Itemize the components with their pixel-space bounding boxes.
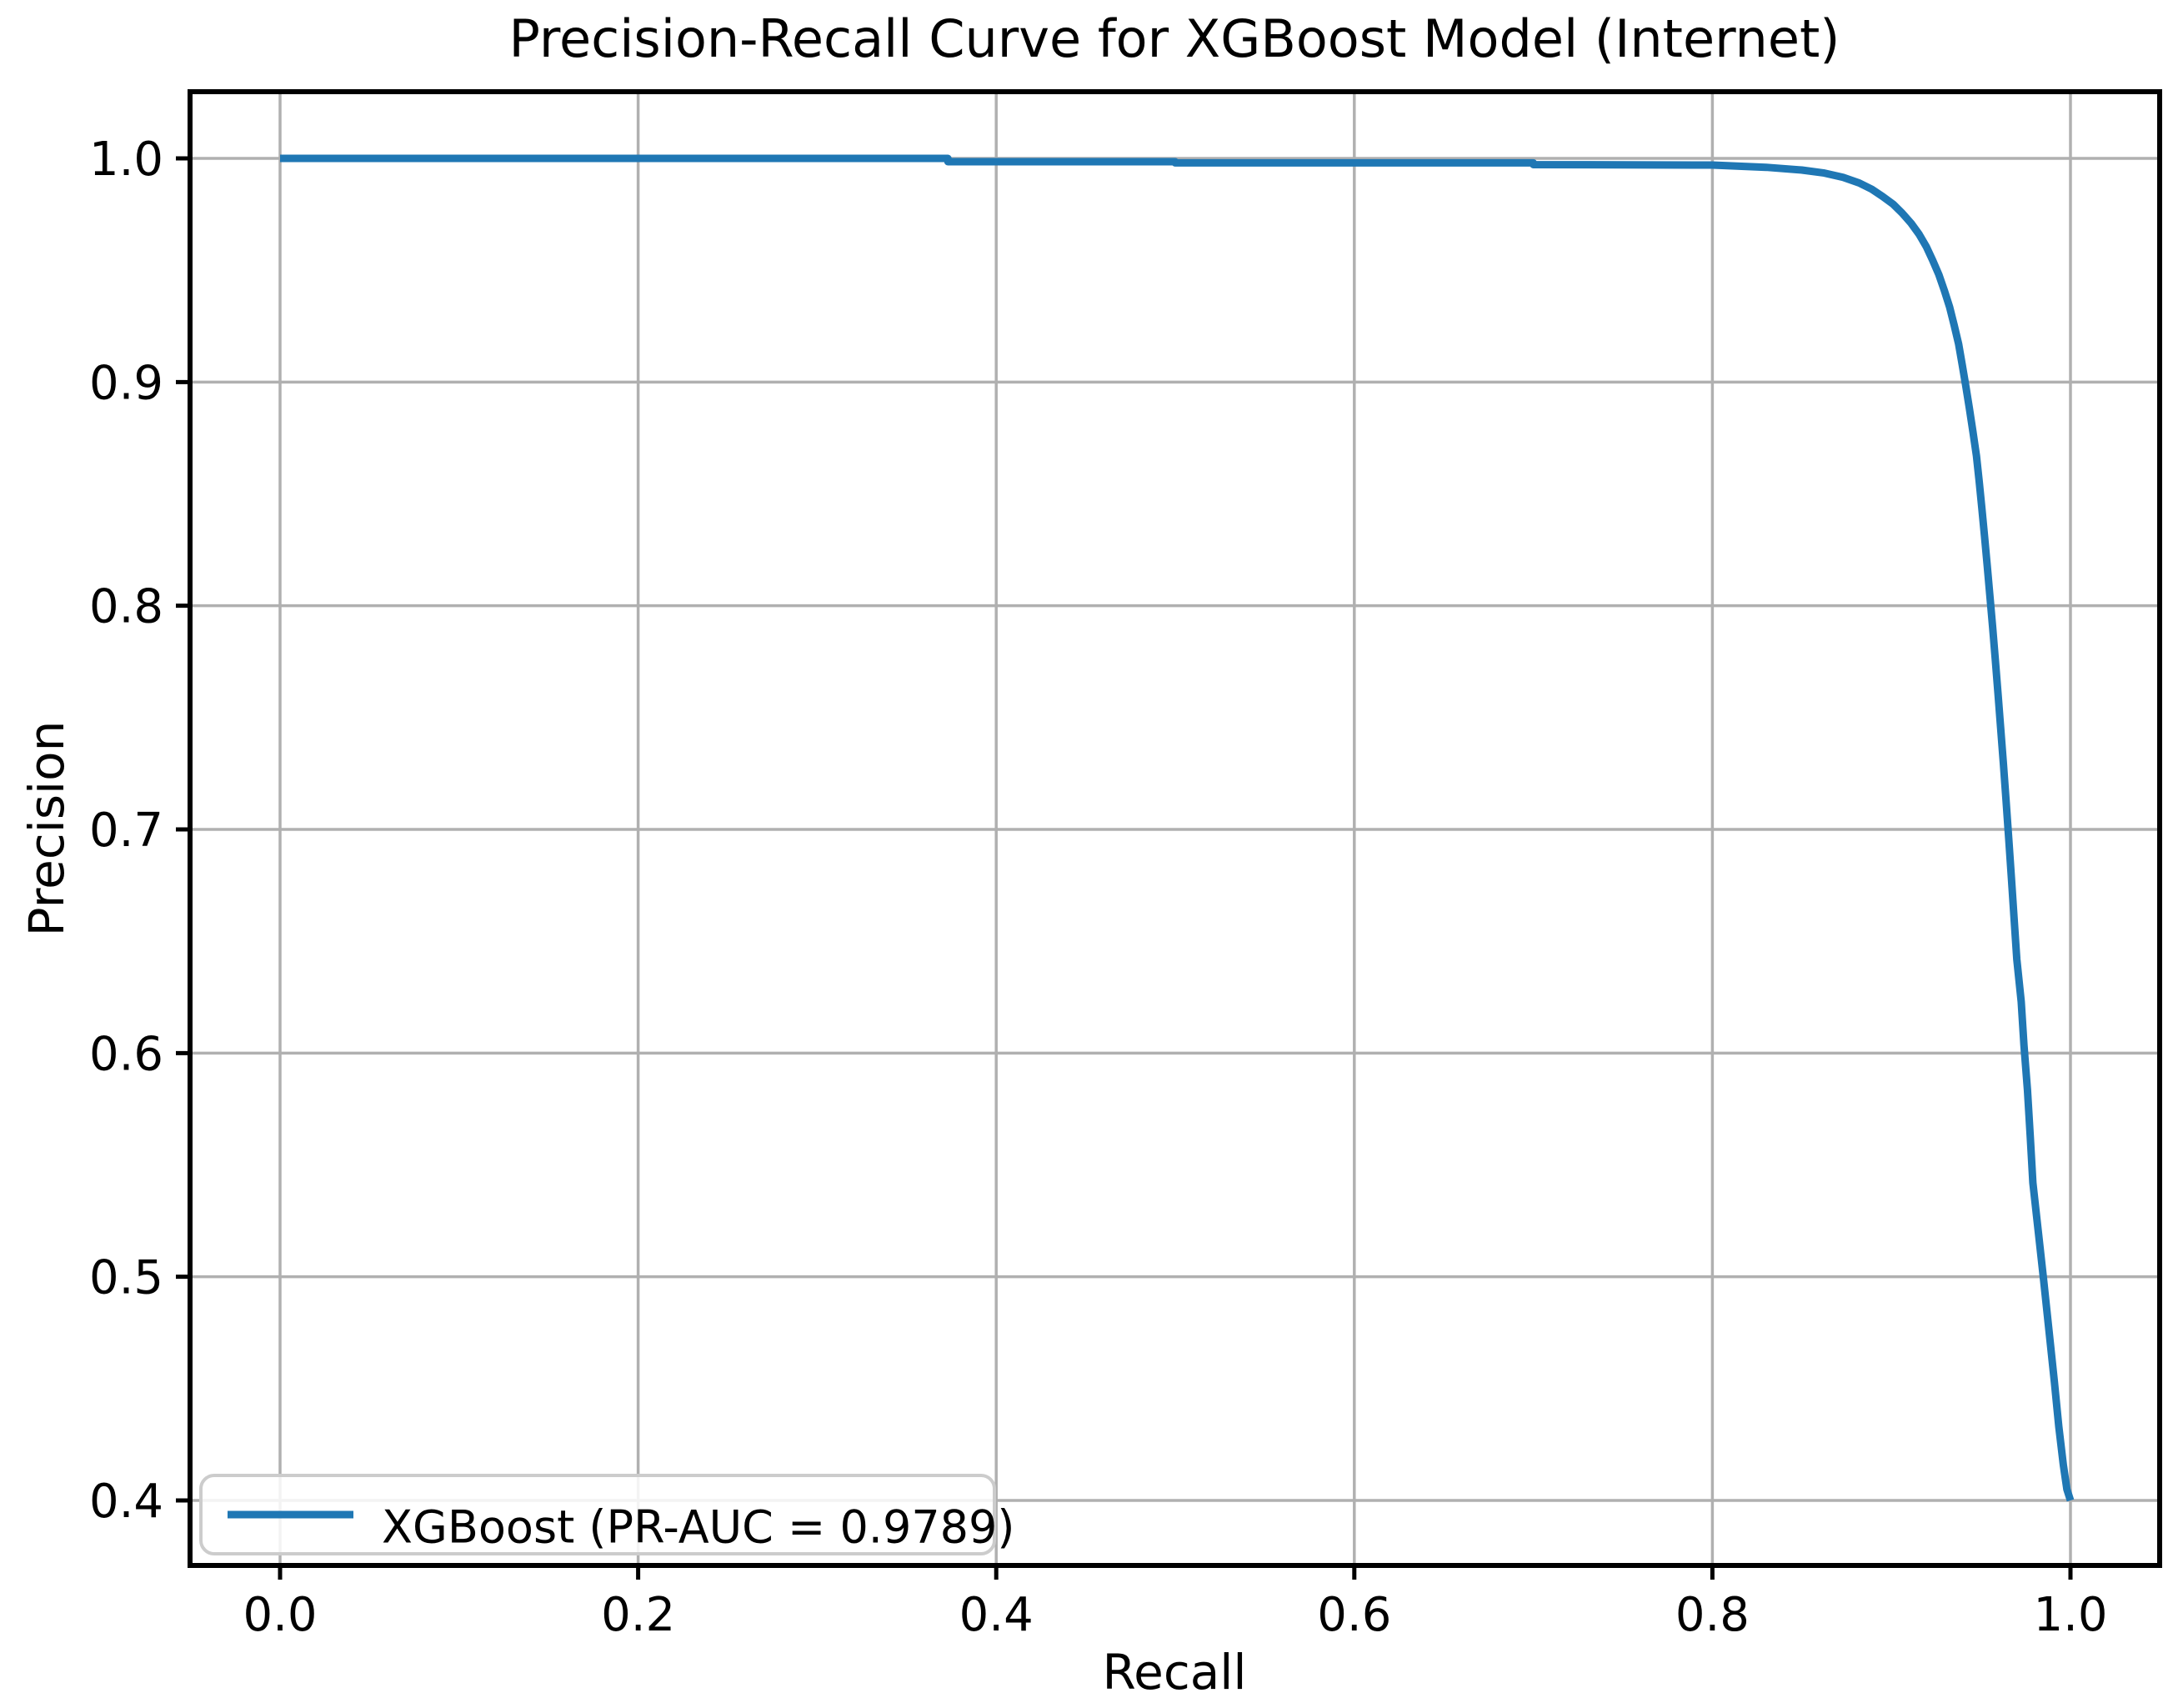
y-tick-label: 0.7 (89, 804, 163, 858)
tick-layer: 0.0 0.2 0.4 0.6 0.8 1.0 0.4 0.5 0.6 0.7 0.8 0.9 1.0 (89, 133, 2108, 1642)
curve-layer (280, 154, 2075, 1502)
y-tick-label: 1.0 (89, 133, 163, 187)
x-axis-label: Recall (1102, 1644, 1246, 1700)
x-tick-label: 0.4 (959, 1588, 1034, 1642)
x-tick-label: 0.6 (1317, 1588, 1391, 1642)
x-tick-label: 1.0 (2033, 1588, 2107, 1642)
legend-entry-label: XGBoost (PR-AUC = 0.9789) (382, 1501, 1014, 1554)
chart-title: Precision-Recall Curve for XGBoost Model… (509, 8, 1840, 69)
x-tick-label: 0.8 (1675, 1588, 1750, 1642)
x-tick-label: 0.2 (601, 1588, 675, 1642)
legend-box (199, 1474, 996, 1555)
y-tick-label: 0.8 (89, 580, 163, 634)
legend: XGBoost (PR-AUC = 0.9789) (199, 1474, 1014, 1555)
grid-layer (190, 92, 2160, 1565)
x-tick-label: 0.0 (243, 1588, 317, 1642)
y-axis-label: Precision (18, 721, 75, 937)
y-tick-label: 0.9 (89, 356, 163, 410)
y-tick-label: 0.5 (89, 1251, 163, 1305)
y-tick-label: 0.6 (89, 1027, 163, 1081)
pr-curve (280, 154, 2075, 1502)
y-tick-label: 0.4 (89, 1475, 163, 1529)
